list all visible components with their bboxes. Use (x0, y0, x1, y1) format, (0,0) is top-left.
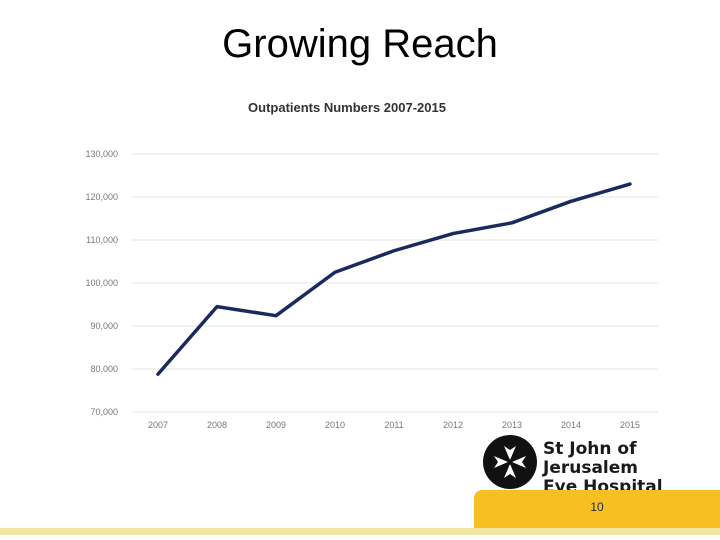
y-tick-label: 70,000 (90, 407, 118, 417)
x-tick-label: 2009 (266, 420, 286, 430)
x-tick-label: 2011 (384, 420, 403, 430)
x-tick-label: 2008 (207, 420, 227, 430)
chart-svg: Outpatients Numbers 2007-2015 70,000 80,0… (85, 100, 658, 430)
chart-title: Outpatients Numbers 2007-2015 (248, 100, 446, 115)
x-tick-label: 2007 (148, 420, 168, 430)
y-tick-label: 90,000 (90, 321, 118, 331)
x-tick-label: 2015 (620, 420, 640, 430)
x-tick-label: 2010 (325, 420, 345, 430)
y-axis-ticks: 70,000 80,000 90,000 100,000 110,000 120,000 1… (85, 149, 118, 417)
gridlines (132, 153, 658, 413)
y-tick-label: 130,000 (85, 149, 118, 159)
logo-line-1: St John of Jerusalem (543, 439, 639, 478)
series-layer (156, 182, 632, 376)
y-tick-label: 100,000 (85, 278, 118, 288)
page-number: 10 (590, 500, 604, 514)
x-axis-ticks: 2007 2008 2009 2010 2011 2012 2013 2014 2015 (148, 420, 640, 430)
logo-badge (483, 435, 537, 489)
maltese-cross-icon (494, 446, 526, 478)
hospital-logo: St John of Jerusalem Eye Hospital Group (481, 432, 716, 516)
outpatients-line-chart: Outpatients Numbers 2007-2015 70,000 80,0… (60, 90, 680, 440)
y-tick-label: 120,000 (85, 192, 118, 202)
x-tick-label: 2012 (443, 420, 463, 430)
y-tick-label: 80,000 (90, 364, 118, 374)
footer-band (0, 528, 720, 535)
series-line (156, 182, 632, 376)
page-number-box: 10 (474, 490, 720, 528)
x-tick-label: 2013 (502, 420, 522, 430)
x-tick-label: 2014 (561, 420, 581, 430)
slide-title: Growing Reach (222, 22, 498, 66)
y-tick-label: 110,000 (86, 235, 118, 245)
